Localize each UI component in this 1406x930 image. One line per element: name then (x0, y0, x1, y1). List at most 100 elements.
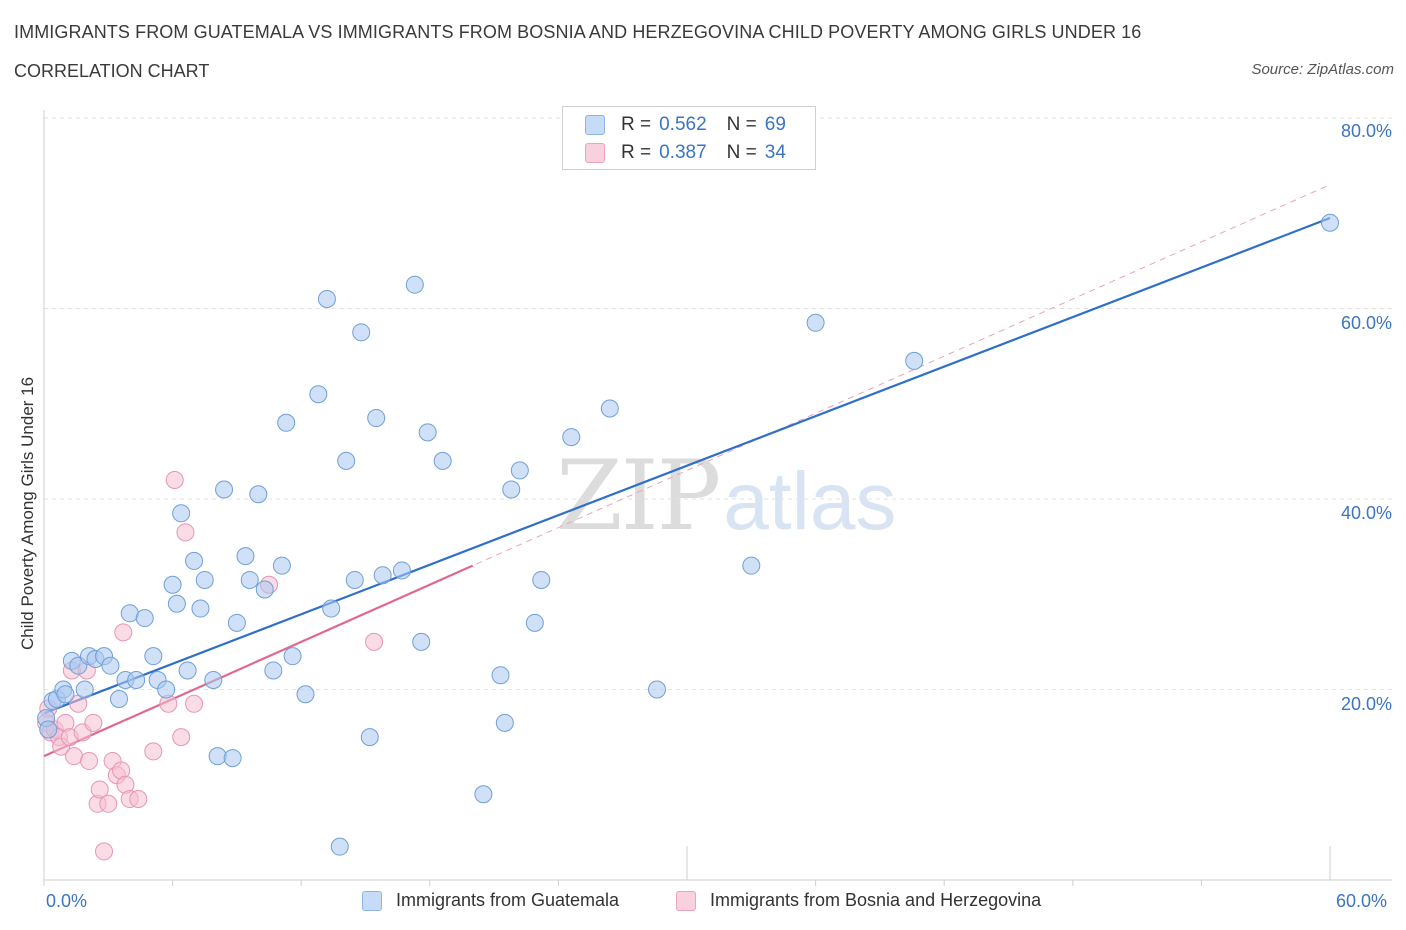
watermark: ZIPatlas (556, 440, 896, 552)
stats-legend-row-bosnia: R = 0.387 N = 34 (585, 140, 786, 166)
point-guatemala (418, 423, 437, 442)
point-guatemala (204, 670, 223, 689)
point-guatemala (223, 749, 242, 768)
y-tick-label: 40.0% (1340, 503, 1392, 523)
point-guatemala (249, 485, 268, 504)
point-guatemala (236, 547, 255, 566)
point-guatemala (110, 690, 129, 709)
point-guatemala (412, 632, 431, 651)
series-legend: Immigrants from Guatemala Immigrants fro… (0, 890, 1406, 916)
legend-swatch-bosnia (676, 890, 696, 911)
point-bosnia (365, 632, 384, 651)
point-guatemala (562, 428, 581, 447)
point-guatemala (135, 609, 154, 628)
point-bosnia (114, 623, 133, 642)
point-guatemala (433, 451, 452, 470)
point-guatemala (144, 647, 163, 666)
point-guatemala (360, 728, 379, 747)
point-guatemala (405, 275, 424, 294)
point-bosnia (84, 713, 103, 732)
point-guatemala (272, 556, 291, 575)
point-guatemala (127, 670, 146, 689)
point-guatemala (195, 570, 214, 589)
point-guatemala (352, 323, 371, 342)
point-guatemala (905, 351, 924, 370)
point-guatemala (185, 551, 204, 570)
point-guatemala (373, 566, 392, 585)
point-guatemala (163, 575, 182, 594)
point-guatemala (39, 720, 58, 739)
r-value: 0.387 (659, 142, 707, 163)
point-guatemala (240, 570, 259, 589)
legend-label-guatemala: Immigrants from Guatemala (396, 890, 620, 910)
point-bosnia (144, 742, 163, 761)
point-guatemala (345, 570, 364, 589)
point-guatemala (120, 604, 139, 623)
n-label: N = (726, 142, 757, 163)
point-guatemala (208, 747, 227, 766)
point-guatemala (474, 785, 493, 804)
point-guatemala (277, 413, 296, 432)
guatemala-swatch (585, 115, 605, 135)
y-tick-label: 20.0% (1340, 693, 1392, 714)
point-guatemala (322, 599, 341, 618)
trend-line-guatemala (43, 216, 1331, 715)
point-guatemala (227, 613, 246, 632)
legend-swatch-guatemala (362, 890, 382, 911)
point-guatemala (502, 480, 521, 499)
point-guatemala (215, 480, 234, 499)
point-bosnia (129, 790, 148, 809)
point-bosnia (176, 523, 195, 542)
grid-lines (44, 117, 1392, 690)
point-bosnia (172, 728, 191, 747)
point-bosnia (165, 470, 184, 489)
stats-legend-row-guatemala: R = 0.562 N = 69 (585, 112, 786, 138)
point-guatemala (309, 385, 328, 404)
source-credit: Source: ZipAtlas.com (1251, 61, 1394, 78)
point-bosnia (80, 751, 99, 770)
point-guatemala (255, 580, 274, 599)
point-guatemala (317, 289, 336, 308)
y-tick-label: 60.0% (1340, 312, 1392, 333)
point-guatemala (296, 685, 315, 704)
stats-legend: R = 0.562 N = 69 R = 0.387 N = 34 (562, 106, 816, 170)
point-guatemala (647, 680, 666, 699)
point-guatemala (600, 399, 619, 418)
trend-line-bosnia (43, 564, 474, 758)
point-guatemala (510, 461, 529, 480)
trend-lines (43, 184, 1331, 758)
chart-title: IMMIGRANTS FROM GUATEMALA VS IMMIGRANTS … (14, 22, 1142, 42)
y-tick-label: 80.0% (1340, 121, 1392, 141)
point-guatemala (157, 680, 176, 699)
point-guatemala (191, 599, 210, 618)
r-value: 0.562 (659, 114, 707, 135)
point-bosnia (185, 694, 204, 713)
point-bosnia (99, 794, 118, 813)
watermark-zip: ZIP (556, 440, 721, 552)
chart-subtitle: CORRELATION CHART (14, 61, 210, 81)
point-bosnia (65, 747, 84, 766)
n-label: N = (726, 114, 757, 135)
point-bosnia (95, 842, 114, 861)
point-guatemala (337, 451, 356, 470)
point-guatemala (495, 713, 514, 732)
x-tick-label-max: 60.0% (1336, 891, 1388, 911)
legend-item-guatemala: Immigrants from Guatemala (362, 890, 619, 911)
n-value: 34 (764, 142, 786, 163)
point-guatemala (392, 561, 411, 580)
x-tick-label-min: 0.0% (46, 891, 88, 911)
bosnia-swatch (585, 143, 605, 163)
point-guatemala (532, 570, 551, 589)
point-guatemala (56, 685, 75, 704)
r-label: R = (621, 142, 652, 163)
point-guatemala (367, 409, 386, 428)
point-guatemala (264, 661, 283, 680)
point-guatemala (283, 647, 302, 666)
point-guatemala (525, 613, 544, 632)
n-value: 69 (764, 114, 786, 135)
watermark-atlas: atlas (723, 456, 897, 547)
point-guatemala (491, 666, 510, 685)
point-guatemala (178, 661, 197, 680)
point-guatemala (75, 680, 94, 699)
